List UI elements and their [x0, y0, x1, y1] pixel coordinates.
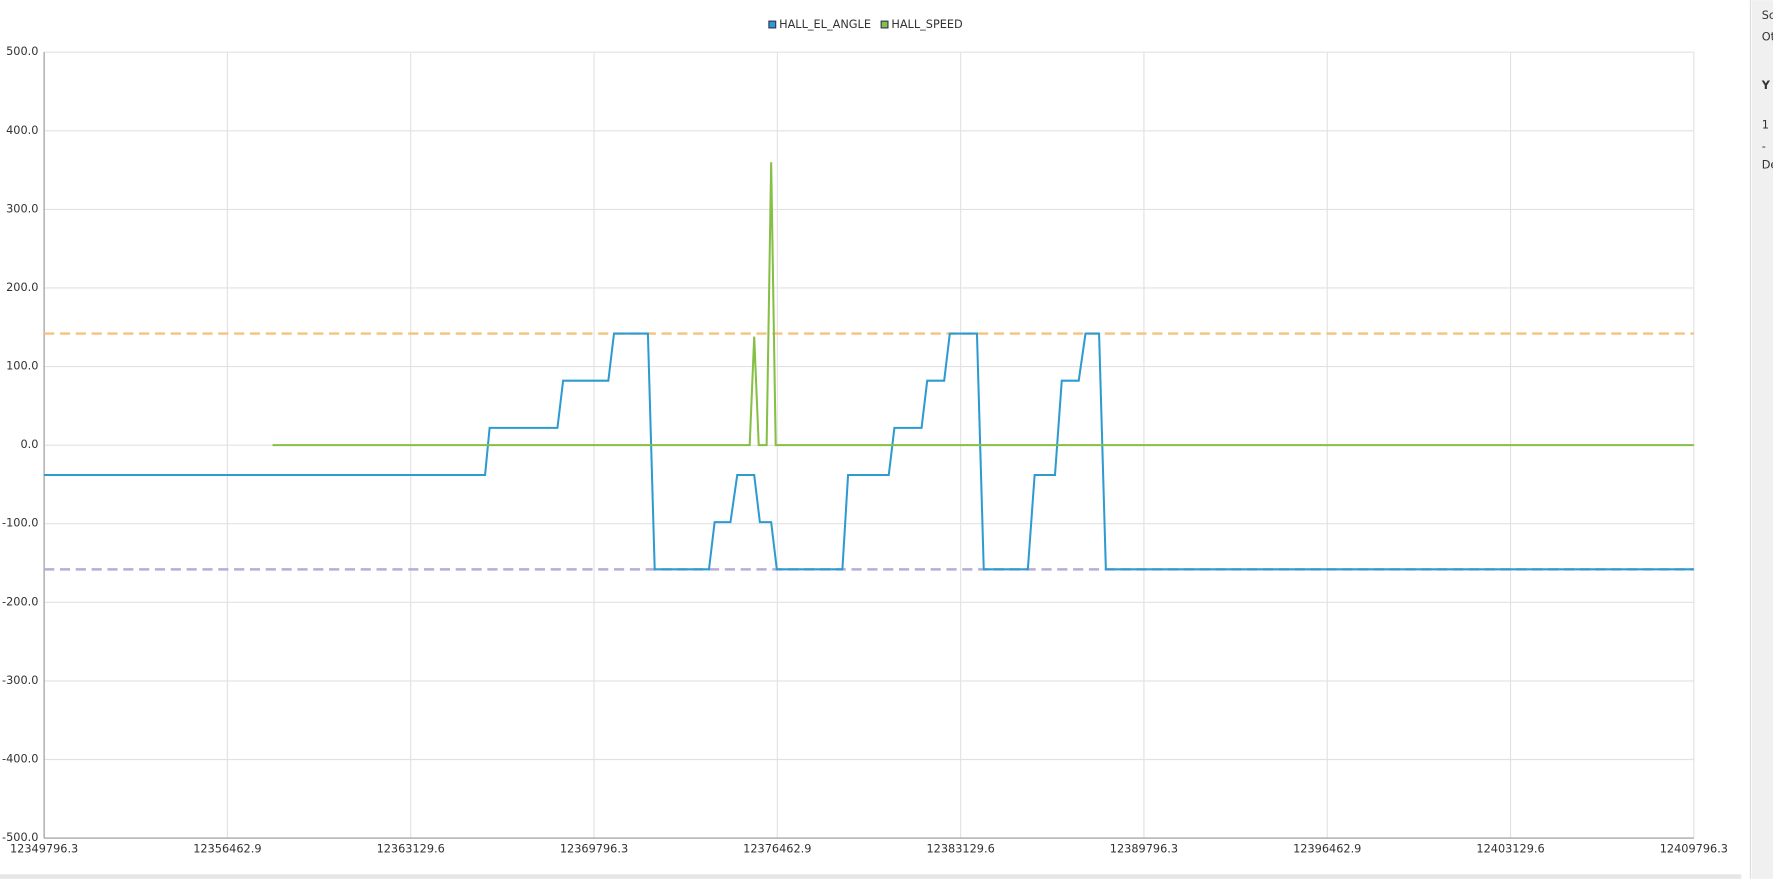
bottom-bar: [0, 874, 1742, 879]
y-tick-label: -300.0: [2, 674, 38, 687]
legend-marker: [880, 20, 889, 29]
x-tick-label: 12409796.3: [1660, 842, 1728, 855]
side-panel: [1751, 0, 1773, 879]
y-tick-label: -100.0: [2, 517, 38, 530]
y-tick-label: 0.0: [20, 438, 38, 451]
legend-label: HALL_EL_ANGLE: [779, 18, 871, 31]
series-line: [272, 162, 1694, 447]
y-tick-label: 500.0: [6, 45, 38, 58]
y-tick-label: -400.0: [2, 752, 38, 765]
series-line: [44, 332, 1694, 571]
x-tick-label: 12356462.9: [193, 842, 261, 855]
panel-text: Y (: [1761, 79, 1773, 92]
legend-label: HALL_SPEED: [891, 18, 963, 31]
panel-text: 1: [1762, 119, 1769, 132]
x-tick-label: 12389796.3: [1110, 842, 1178, 855]
panel-text: Sc: [1762, 9, 1773, 22]
y-tick-label: 400.0: [6, 124, 38, 137]
legend-marker: [768, 20, 777, 29]
y-tick-label: 100.0: [6, 360, 38, 373]
panel-text: Ot: [1762, 31, 1773, 44]
x-tick-label: 12383129.6: [926, 842, 994, 855]
y-tick-label: 300.0: [6, 202, 38, 215]
x-tick-label: 12363129.6: [377, 842, 445, 855]
y-tick-label: -500.0: [2, 831, 38, 844]
y-tick-label: -200.0: [2, 595, 38, 608]
x-tick-label: 12349796.3: [10, 842, 78, 855]
panel-text: -: [1762, 140, 1766, 153]
x-tick-label: 12396462.9: [1293, 842, 1361, 855]
panel-text: De: [1762, 158, 1773, 171]
x-tick-label: 12403129.6: [1476, 842, 1544, 855]
y-tick-label: 200.0: [6, 281, 38, 294]
x-tick-label: 12376462.9: [743, 842, 811, 855]
x-tick-label: 12369796.3: [560, 842, 628, 855]
